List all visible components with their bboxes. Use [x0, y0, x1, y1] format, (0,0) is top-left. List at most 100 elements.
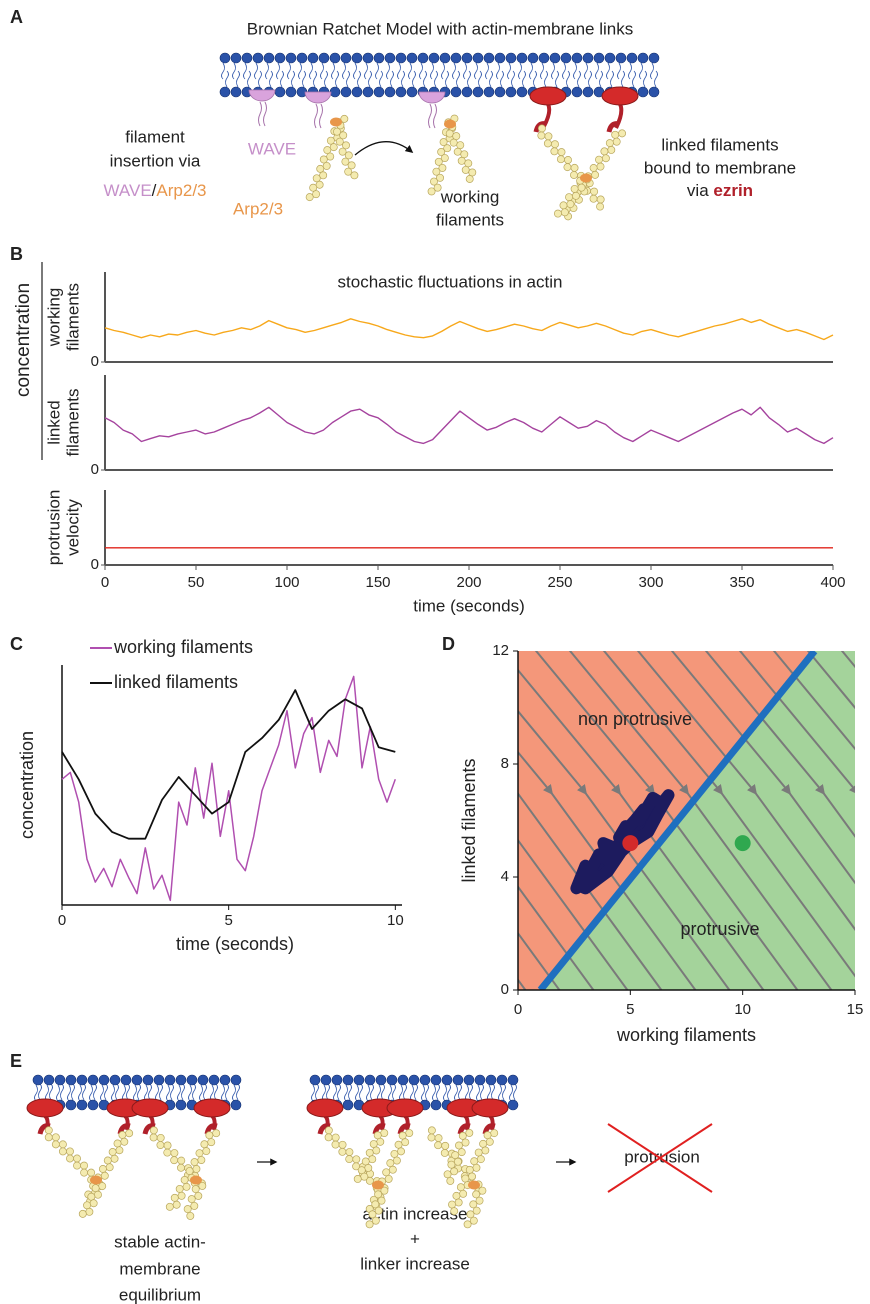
actin-bead [398, 1131, 407, 1140]
lipid-head [362, 52, 374, 64]
actin-bead [572, 191, 580, 200]
actin-bead [472, 1190, 481, 1199]
x-tick-label: 150 [365, 574, 390, 591]
actin-bead [312, 174, 321, 183]
lipid-tail [56, 1083, 64, 1102]
actin-bead [550, 147, 559, 156]
lipid-tail [177, 1083, 185, 1102]
lipid-head [419, 1074, 431, 1086]
actin-bead [305, 193, 314, 202]
lipid-tail [452, 62, 460, 88]
lipid-head [472, 52, 484, 64]
actin-bead [543, 139, 552, 148]
streamline [772, 651, 855, 751]
subplot-label: filaments [63, 283, 82, 351]
lipid-tail [243, 62, 251, 88]
lipid-tail [309, 62, 317, 88]
x-tick-label: 350 [729, 574, 754, 591]
actin-bead [612, 137, 621, 146]
streamline [602, 651, 855, 978]
lipid-tail [432, 1083, 440, 1102]
actin-bead [605, 139, 614, 148]
linked-label: bound to membrane [644, 158, 796, 177]
x-tick-label: 400 [820, 574, 845, 591]
actin-bead [324, 1126, 333, 1135]
lipid-tail [529, 62, 537, 88]
streamline [518, 931, 561, 990]
actin-bead [453, 1157, 462, 1166]
actin-bead [333, 127, 341, 136]
lipid-head [582, 86, 594, 98]
x-tick-label: 15 [847, 1001, 864, 1018]
lipid-head [241, 52, 253, 64]
actin-bead [177, 1156, 186, 1165]
arp-complex [330, 117, 342, 127]
working-label: working [440, 187, 500, 206]
lipid-head [474, 1074, 486, 1086]
actin-bead [434, 1134, 443, 1143]
subplot-label: working [44, 288, 63, 348]
actin-bead [352, 1155, 361, 1164]
lipid-head [318, 52, 330, 64]
actin-bead [185, 1167, 194, 1175]
x-axis-label: time (seconds) [176, 934, 294, 954]
streamline [192, 646, 472, 1010]
actin-bead [172, 1200, 181, 1209]
lipid-tail [430, 62, 438, 88]
lipid-head [483, 86, 495, 98]
lipid-head [252, 52, 264, 64]
lipid-head [274, 86, 286, 98]
actin-bead [457, 1148, 466, 1157]
lipid-tail [133, 1083, 141, 1102]
arp-complex [444, 119, 456, 129]
lipid-tail [366, 1083, 374, 1102]
actin-bead [326, 152, 335, 161]
actin-bead [197, 1156, 206, 1164]
lipid-head [408, 1074, 420, 1086]
actin-bead [113, 1139, 122, 1148]
actin-bead [73, 1154, 81, 1163]
actin-bead [570, 184, 579, 193]
actin-bead [200, 1140, 209, 1149]
arp-complex [468, 1180, 480, 1190]
lipid-head [76, 1099, 88, 1111]
lipid-tail [639, 62, 647, 88]
stable-label: stable actin- [114, 1232, 206, 1251]
lipid-tail [540, 62, 548, 88]
lipid-head [98, 1074, 110, 1086]
actin-bead [384, 1174, 393, 1183]
lipid-head [439, 52, 451, 64]
arp-complex [190, 1175, 202, 1185]
lipid-head [164, 1074, 176, 1086]
streamline [704, 651, 855, 838]
lipid-tail [496, 62, 504, 88]
lipid-head [340, 86, 352, 98]
lipid-head [364, 1074, 376, 1086]
actin-bead [319, 171, 328, 180]
actin-bead [110, 1154, 119, 1163]
actin-bead [44, 1133, 53, 1142]
actin-bead [350, 171, 359, 180]
actin-bead [472, 1206, 481, 1215]
actin-bead [371, 1200, 380, 1209]
actin-bead [607, 146, 616, 154]
ezrin-head [386, 1098, 424, 1118]
lipid-head [637, 52, 649, 64]
lipid-head [507, 1099, 519, 1111]
lipid-tail [199, 1083, 207, 1102]
actin-bead [372, 1146, 381, 1155]
streamline [518, 885, 595, 990]
wave-tail [258, 101, 267, 127]
actin-bead [338, 1147, 347, 1156]
lipid-tail [551, 62, 559, 88]
actin-bead [601, 154, 610, 163]
actin-bead [190, 1201, 199, 1210]
actin-bead [100, 1171, 109, 1180]
actin-bead [466, 1210, 475, 1219]
actin-bead [455, 1141, 463, 1150]
actin-bead [454, 1198, 463, 1207]
actin-bead [360, 1172, 369, 1181]
lipid-tail [89, 1083, 97, 1102]
actin-bead [338, 1140, 347, 1149]
actin-bead [51, 1133, 60, 1142]
